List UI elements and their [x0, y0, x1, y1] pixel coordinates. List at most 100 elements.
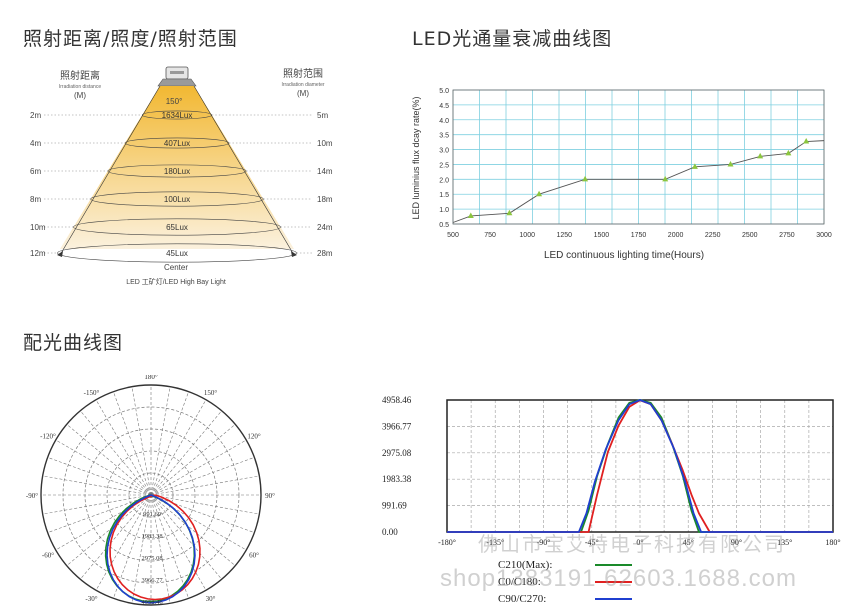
light-distribution-title: 配光曲线图: [23, 332, 124, 354]
intensity-y-tick: 1983.38: [382, 474, 412, 484]
cone-center-label: Center: [164, 263, 188, 272]
cone-right-unit: (M): [297, 89, 309, 98]
polar-radial-label: 3966.77: [141, 577, 163, 584]
cone-left-unit: (M): [74, 91, 86, 100]
cone-left-header-en: Irradiation distance: [59, 84, 101, 90]
polar-spoke: [150, 494, 236, 566]
beam-angle-label: 150°: [166, 97, 183, 106]
polar-spoke: [150, 494, 207, 591]
polar-spoke: [80, 410, 152, 496]
polar-spoke: [55, 439, 152, 496]
intensity-legend-label: C0/C180:: [498, 576, 541, 588]
polar-spoke: [80, 494, 152, 580]
polar-radial-label: 2975.08: [141, 555, 162, 562]
intensity-x-tick: -135°: [486, 538, 504, 547]
lux-label: 100Lux: [164, 195, 190, 204]
decay-y-tick: 3.5: [439, 133, 449, 140]
polar-spoke: [131, 494, 152, 604]
intensity-y-tick: 0.00: [382, 527, 398, 537]
polar-spoke: [150, 386, 171, 496]
decay-x-tick: 1750: [631, 232, 647, 239]
polar-spoke: [150, 391, 189, 496]
polar-angle-label: -120°: [40, 433, 56, 441]
intensity-x-tick: -45°: [585, 538, 599, 547]
diameter-label: 28m: [317, 249, 333, 258]
polar-radial-label: 1983.38: [141, 533, 162, 540]
intensity-legend-label: C90/C270:: [498, 593, 546, 605]
decay-section-title: LED光通量衰减曲线图: [412, 28, 613, 50]
polar-spoke: [55, 494, 152, 551]
distance-label: 10m: [30, 223, 46, 232]
decay-marker: [803, 138, 810, 144]
decay-y-tick: 1.0: [439, 207, 449, 214]
intensity-y-tick: 2975.08: [382, 448, 412, 458]
polar-spoke: [150, 494, 260, 515]
lamp-icon: [157, 66, 197, 87]
decay-marker: [727, 160, 734, 167]
intensity-legend: C210(Max): C0/C180: C90/C270:: [498, 559, 632, 605]
polar-curve: [109, 494, 201, 601]
decay-y-axis-label: LED luminius flux dcay rate(%): [411, 96, 421, 219]
decay-marker: [691, 163, 698, 169]
light-cone: [60, 86, 294, 249]
polar-spoke: [66, 494, 152, 566]
diameter-label: 10m: [317, 139, 333, 148]
watermark-company: 佛山市宝艾特电子科技有限公司: [478, 532, 786, 556]
cone-right-header: 照射范围: [283, 67, 323, 80]
decay-x-tick: 2500: [742, 232, 758, 239]
intensity-y-tick: 3966.77: [382, 421, 412, 431]
decay-marker: [467, 212, 474, 218]
decay-x-tick: 500: [447, 232, 459, 239]
decay-x-tick: 2250: [705, 232, 721, 239]
diameter-label: 24m: [317, 223, 333, 232]
polar-angle-label: 30°: [206, 595, 216, 603]
decay-x-tick: 3000: [816, 232, 832, 239]
decay-line: [452, 140, 825, 223]
decay-x-tick: 2000: [668, 232, 684, 239]
lux-label: 65Lux: [166, 223, 188, 232]
intensity-curves: [447, 399, 833, 533]
decay-y-tick: 2.5: [439, 162, 449, 169]
intensity-y-tick: 991.69: [382, 501, 407, 511]
polar-angle-label: 120°: [247, 433, 260, 441]
polar-spoke: [150, 410, 222, 496]
decay-x-tick: 1250: [557, 232, 573, 239]
polar-angle-label: -90°: [26, 492, 38, 500]
polar-spoke: [150, 494, 171, 604]
decay-x-tick: 1000: [519, 232, 535, 239]
intensity-distribution-chart: 4958.46 3966.77 2975.08 1983.38 991.69 0.00 -1…: [382, 395, 841, 605]
distance-label: 6m: [30, 167, 41, 176]
decay-y-tick: 0.5: [439, 222, 449, 229]
diameter-label: 18m: [317, 195, 333, 204]
decay-x-tick: 750: [484, 232, 496, 239]
intensity-x-tick: 90°: [731, 538, 742, 547]
decay-marker: [662, 175, 669, 182]
polar-distribution-chart: 180°150°120°90°60°30°0°-30°-60°-90°-120°…: [26, 375, 275, 606]
polar-ring: [106, 450, 196, 540]
watermark-url: shop1383191 62603.1688.com: [440, 565, 797, 592]
polar-spoke: [150, 494, 189, 599]
intensity-curve: [447, 399, 833, 533]
decay-plot-frame: [452, 89, 825, 225]
cone-right-header-en: Irradiation diameter: [281, 82, 324, 88]
polar-angle-label: 60°: [249, 552, 259, 560]
decay-y-tick: 4.0: [439, 118, 449, 125]
polar-angle-label: -150°: [84, 389, 100, 397]
intensity-grid: [446, 399, 834, 533]
cone-ellipse: [90, 191, 264, 207]
flux-decay-chart: LED luminius flux dcay rate(%) 0.5 1.0 1.5…: [411, 88, 832, 261]
diameter-label: 5m: [317, 111, 328, 120]
polar-spoke: [42, 494, 152, 515]
polar-curves: [104, 494, 201, 604]
polar-angle-label: -30°: [85, 595, 97, 603]
polar-labels: 180°150°120°90°60°30°0°-30°-60°-90°-120°…: [26, 375, 275, 606]
polar-angle-label: 90°: [265, 492, 275, 500]
polar-spoke: [131, 386, 152, 496]
decay-marker: [582, 175, 589, 182]
polar-spoke: [113, 391, 152, 496]
decay-ticks: 0.5 1.0 1.5 2.0 2.5 3.0 3.5 4.0 4.5 5.0 500 750 1000…: [439, 88, 832, 239]
polar-spoke: [150, 439, 247, 496]
decay-x-tick: 2750: [779, 232, 795, 239]
lux-label: 45Lux: [166, 249, 188, 258]
polar-curve: [106, 494, 196, 604]
